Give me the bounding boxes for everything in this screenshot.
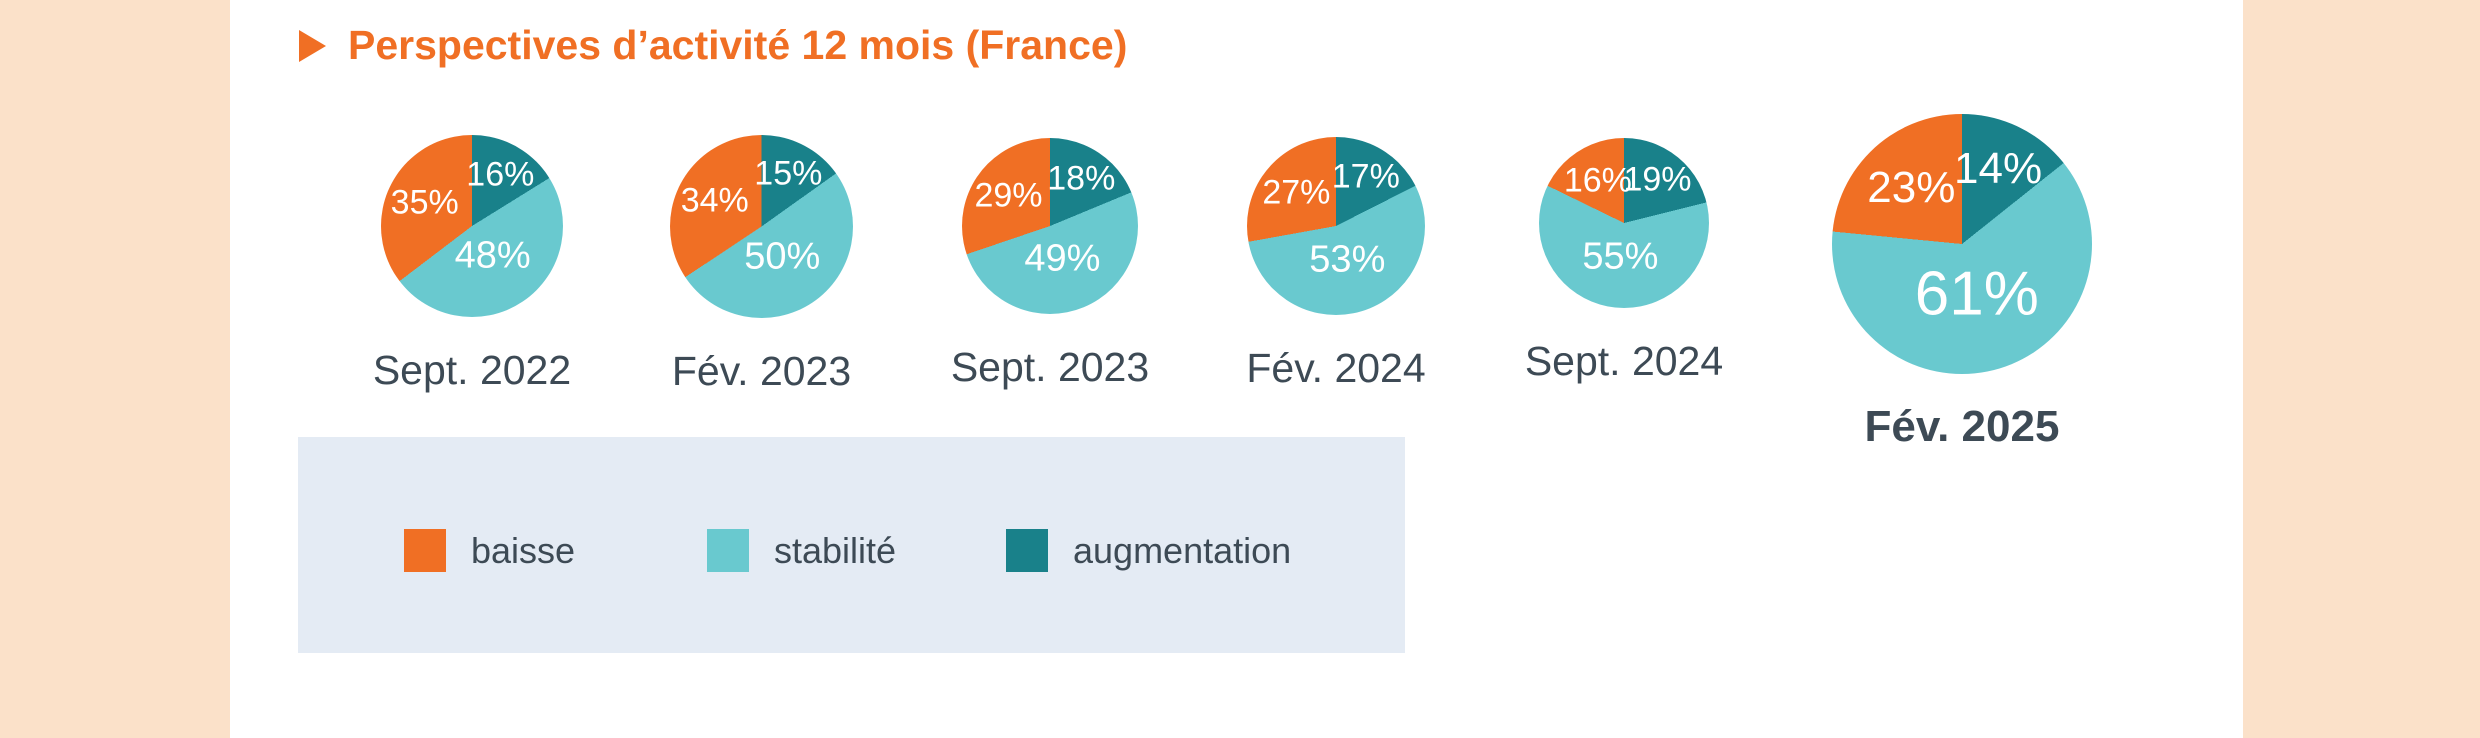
pie-slice-label-baisse: 29% xyxy=(974,176,1043,215)
pie-circle-sept-2022: 16% 48% 35% xyxy=(381,135,563,317)
chart-legend: baisse stabilité augmentation xyxy=(298,437,1405,653)
pie-circle-sept-2023: 18% 49% 29% xyxy=(962,138,1138,314)
legend-label-stabilite: stabilité xyxy=(774,529,897,571)
pie-slice-label-stabilite: 50% xyxy=(744,235,821,278)
right-margin-band xyxy=(2243,0,2480,738)
pie-slice-label-stabilite: 48% xyxy=(454,234,531,277)
pie-circle-f-v-2025: 14% 61% 23% xyxy=(1832,114,2092,374)
pie-slice-label-augmentation: 14% xyxy=(1954,144,2043,194)
pie-slice-label-baisse: 34% xyxy=(680,181,749,220)
legend-swatch-augmentation xyxy=(1006,529,1048,572)
legend-swatch-stabilite xyxy=(707,529,749,572)
left-margin-band xyxy=(0,0,230,738)
pie-slice-label-baisse: 27% xyxy=(1262,173,1331,212)
pie-slice-label-augmentation: 15% xyxy=(754,154,823,193)
pie-slice-label-augmentation: 19% xyxy=(1623,160,1692,199)
pie-slice-label-stabilite: 49% xyxy=(1024,237,1101,280)
pie-date-label: Sept. 2023 xyxy=(950,344,1150,390)
pie-slice-label-augmentation: 17% xyxy=(1331,157,1400,196)
pie-circle-f-v-2023: 15% 50% 34% xyxy=(670,135,853,318)
pie-chart-f-v-2023: 15% 50% 34% Fév. 2023 xyxy=(670,135,853,394)
pie-date-label: Fév. 2025 xyxy=(1864,402,2060,451)
pie-date-label: Fév. 2024 xyxy=(1246,345,1426,391)
pie-circle-sept-2024: 19% 55% 16% xyxy=(1539,138,1709,308)
title-arrow-icon xyxy=(299,29,326,62)
pie-slice-label-stabilite: 55% xyxy=(1582,235,1659,278)
pie-slice-label-augmentation: 16% xyxy=(466,155,535,194)
legend-label-augmentation: augmentation xyxy=(1073,529,1292,571)
section-title-text: Perspectives d’activité 12 mois (France) xyxy=(348,22,1128,68)
legend-swatch-baisse xyxy=(404,529,446,572)
section-title: Perspectives d’activité 12 mois (France) xyxy=(299,22,1127,69)
legend-item-augmentation: augmentation xyxy=(1006,529,1291,572)
pie-circle-f-v-2024: 17% 53% 27% xyxy=(1247,137,1425,315)
pie-date-label: Sept. 2024 xyxy=(1524,338,1724,384)
pie-slice-label-augmentation: 18% xyxy=(1047,159,1116,198)
pie-chart-f-v-2024: 17% 53% 27% Fév. 2024 xyxy=(1246,137,1426,391)
pie-chart-f-v-2025: 14% 61% 23% Fév. 2025 xyxy=(1832,114,2092,451)
legend-item-stabilite: stabilité xyxy=(707,529,896,572)
legend-item-baisse: baisse xyxy=(404,529,575,572)
pie-slice-label-stabilite: 53% xyxy=(1309,238,1386,281)
pie-date-label: Sept. 2022 xyxy=(372,347,572,393)
pie-chart-sept-2024: 19% 55% 16% Sept. 2024 xyxy=(1525,138,1723,384)
pie-chart-sept-2022: 16% 48% 35% Sept. 2022 xyxy=(373,135,571,393)
pie-slice-label-baisse: 35% xyxy=(390,183,459,222)
legend-label-baisse: baisse xyxy=(471,529,576,571)
pie-slice-label-baisse: 16% xyxy=(1563,161,1632,200)
pie-slice-label-baisse: 23% xyxy=(1867,163,1956,213)
pie-slice-label-stabilite: 61% xyxy=(1914,259,2039,329)
pie-chart-sept-2023: 18% 49% 29% Sept. 2023 xyxy=(951,138,1149,390)
pie-date-label: Fév. 2023 xyxy=(671,348,852,394)
